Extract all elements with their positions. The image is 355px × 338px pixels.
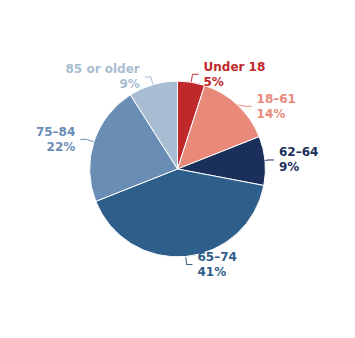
svg-text:Under 18: Under 18: [203, 60, 265, 74]
svg-text:41%: 41%: [198, 265, 227, 279]
svg-text:65–74: 65–74: [198, 250, 237, 264]
svg-text:9%: 9%: [119, 77, 139, 91]
svg-text:75–84: 75–84: [36, 125, 75, 139]
svg-text:9%: 9%: [279, 160, 299, 174]
svg-text:85 or older: 85 or older: [66, 62, 140, 76]
svg-text:22%: 22%: [47, 140, 76, 154]
svg-text:5%: 5%: [203, 75, 223, 89]
svg-text:18–61: 18–61: [257, 92, 296, 106]
svg-text:62–64: 62–64: [279, 145, 318, 159]
svg-text:14%: 14%: [257, 107, 286, 121]
